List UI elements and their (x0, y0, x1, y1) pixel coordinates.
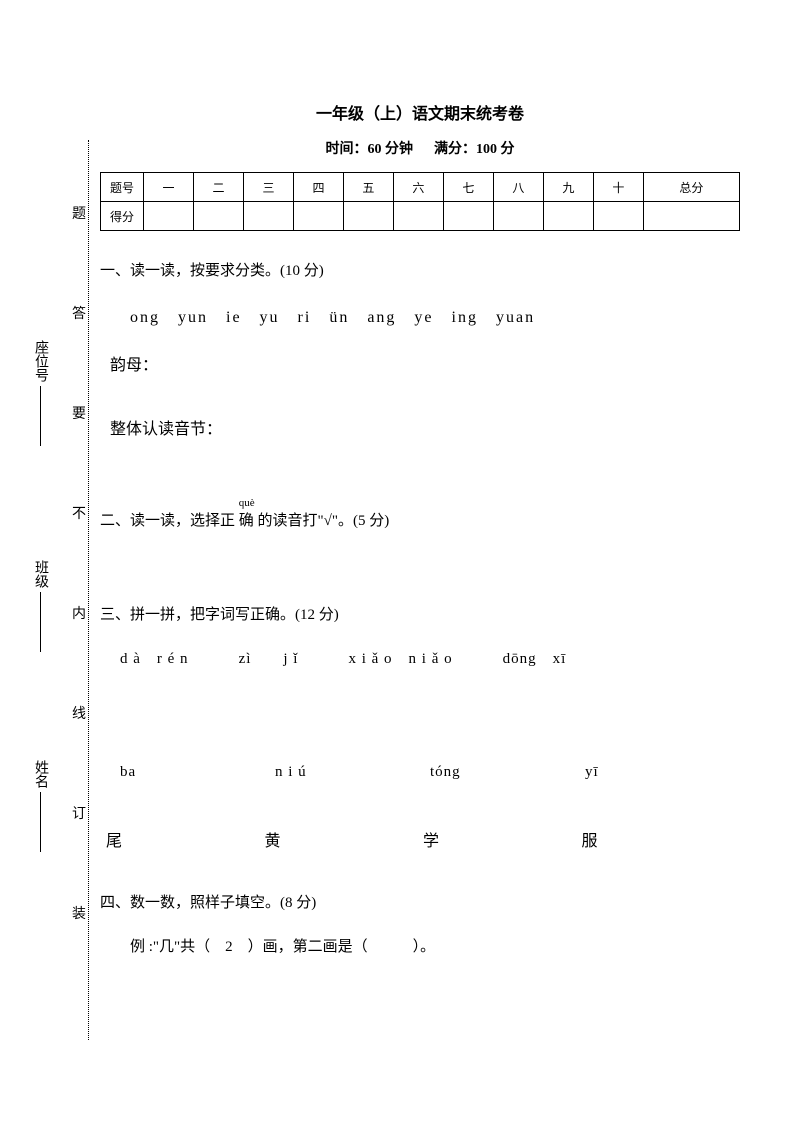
bind-char-5: 不 (72, 500, 86, 526)
table-header-row: 题号 一 二 三 四 五 六 七 八 九 十 总分 (101, 173, 740, 202)
bind-char-8: 题 (72, 200, 86, 226)
bind-char-2: 订 (72, 800, 86, 826)
td-3 (243, 202, 293, 231)
q2-title: 二、读一读，选择正 què确 的读音打"√"。(5 分) (100, 509, 740, 533)
bind-char-7: 答 (72, 300, 86, 326)
q3-p6: n i ú (275, 764, 430, 781)
th-2: 二 (193, 173, 243, 202)
q2-ruby: què确 (239, 509, 254, 533)
th-6: 六 (393, 173, 443, 202)
td-8 (493, 202, 543, 231)
th-label: 题号 (101, 173, 144, 202)
q3-p8: yī (585, 764, 740, 781)
td-9 (543, 202, 593, 231)
q3-h1: 尾 (106, 827, 265, 851)
q3-p5: ba (120, 764, 275, 781)
seat-text: 座位号 (30, 340, 50, 382)
th-3: 三 (243, 173, 293, 202)
fullscore-text: 满分：100 分 (434, 142, 515, 157)
td-1 (144, 202, 194, 231)
q3-p2: zì j ǐ (239, 647, 299, 668)
th-8: 八 (493, 173, 543, 202)
th-7: 七 (443, 173, 493, 202)
q3-p3: x i ǎ o n i ǎ o (348, 647, 452, 668)
td-total (643, 202, 739, 231)
q3-hanzi-row: 尾 黄 学 服 (106, 827, 740, 851)
q3-p7: tóng (430, 764, 585, 781)
q2-post: 的读音打"√"。(5 分) (254, 513, 389, 529)
td-10 (593, 202, 643, 231)
bind-char-6: 要 (72, 400, 86, 426)
q2-ruby-base: 确 (239, 513, 254, 529)
q1-label2: 整体认读音节： (110, 415, 740, 439)
q3-row2: ba n i ú tóng yī (120, 764, 740, 781)
margin-name-label: 姓名 (30, 760, 50, 856)
q3-h3: 学 (423, 827, 582, 851)
q2-pre: 二、读一读，选择正 (100, 513, 239, 529)
q3-p1: d à r é n (120, 647, 189, 668)
th-4: 四 (293, 173, 343, 202)
binding-margin: 姓名 班级 座位号 装 订 线 内 不 要 答 题 (30, 140, 90, 1040)
table-score-row: 得分 (101, 202, 740, 231)
q3-h4: 服 (582, 827, 741, 851)
time-text: 时间：60 分钟 (326, 142, 414, 157)
page-subtitle: 时间：60 分钟 满分：100 分 (100, 138, 740, 158)
th-5: 五 (343, 173, 393, 202)
margin-class-label: 班级 (30, 560, 50, 656)
page-title: 一年级（上）语文期末统考卷 (100, 100, 740, 124)
q1-label1: 韵母： (110, 351, 740, 375)
td-5 (343, 202, 393, 231)
class-underline (39, 592, 41, 652)
name-text: 姓名 (30, 760, 50, 788)
q4-title: 四、数一数，照样子填空。(8 分) (100, 891, 740, 915)
th-9: 九 (543, 173, 593, 202)
q1-pinyin: ong yun ie yu ri ün ang ye ing yuan (130, 303, 740, 327)
name-underline (39, 792, 41, 852)
score-table: 题号 一 二 三 四 五 六 七 八 九 十 总分 得分 (100, 172, 740, 231)
q1-title: 一、读一读，按要求分类。(10 分) (100, 259, 740, 283)
bind-char-4: 内 (72, 600, 86, 626)
q2-ruby-top: què (239, 495, 254, 513)
q4-example: 例 :"几"共（ 2 ）画，第二画是（ ）。 (130, 935, 740, 959)
th-1: 一 (144, 173, 194, 202)
td-label: 得分 (101, 202, 144, 231)
dotted-fold-line (88, 140, 90, 1040)
margin-seat-label: 座位号 (30, 340, 50, 450)
td-7 (443, 202, 493, 231)
bind-char-1: 装 (72, 900, 86, 926)
bind-char-3: 线 (72, 700, 86, 726)
th-10: 十 (593, 173, 643, 202)
q3-title: 三、拼一拼，把字词写正确。(12 分) (100, 603, 740, 627)
q3-row1: d à r é n zì j ǐ x i ǎ o n i ǎ o dōng xī (120, 647, 740, 668)
q3-h2: 黄 (265, 827, 424, 851)
td-6 (393, 202, 443, 231)
main-content: 一年级（上）语文期末统考卷 时间：60 分钟 满分：100 分 题号 一 二 三… (100, 100, 740, 979)
class-text: 班级 (30, 560, 50, 588)
td-4 (293, 202, 343, 231)
q3-p4: dōng xī (503, 647, 567, 668)
th-total: 总分 (643, 173, 739, 202)
td-2 (193, 202, 243, 231)
seat-underline (39, 386, 41, 446)
